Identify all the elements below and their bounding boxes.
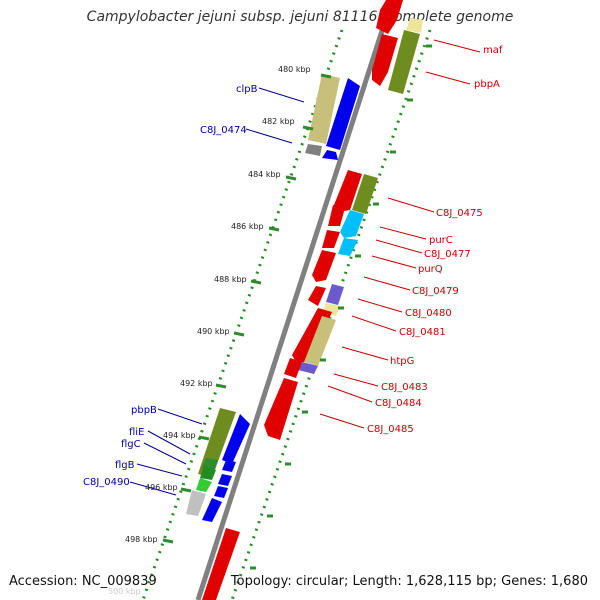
label-pbpA: pbpA [474, 79, 500, 90]
label-maf: maf [483, 45, 503, 56]
gene-C8J_0484[interactable] [284, 358, 302, 378]
gene-C8J_0483[interactable] [298, 362, 318, 374]
label-C8J_0474: C8J_0474 [200, 125, 247, 136]
gene-maf[interactable] [376, 0, 403, 34]
gene-pbpA[interactable] [388, 30, 420, 94]
gene-C8J_0474[interactable] [305, 144, 322, 156]
label-flgC: flgC [121, 439, 141, 450]
genome-backbone [195, 0, 395, 600]
gene-clpB[interactable] [308, 74, 340, 144]
scale-label: 480 kbp [278, 65, 311, 74]
right-labels: maf pbpA C8J_0475 purC C8J_0477 purQ C8J… [367, 45, 503, 435]
scale-label: 484 kbp [248, 170, 281, 179]
gene-purQ-blue[interactable] [338, 238, 358, 256]
gene-purC[interactable] [340, 210, 364, 238]
label-C8J_0477: C8J_0477 [424, 249, 471, 260]
gene-C8J_0480[interactable] [308, 286, 326, 306]
gene-small-blue-1[interactable] [222, 460, 236, 472]
reverse-strand-features [186, 74, 360, 522]
gene-C8J_0480-purple[interactable] [326, 284, 344, 305]
left-leaders [129, 87, 305, 496]
scale-labels: 480 kbp 482 kbp 484 kbp 486 kbp 488 kbp … [108, 65, 311, 596]
gene-htpG-yellow[interactable] [304, 316, 336, 366]
scale-label: 486 kbp [231, 222, 264, 231]
scale-label: 490 kbp [197, 327, 230, 336]
label-C8J_0483: C8J_0483 [381, 382, 428, 393]
label-fliE: fliE [129, 427, 144, 438]
scale-label: 488 kbp [214, 275, 247, 284]
label-C8J_0475: C8J_0475 [436, 208, 483, 219]
scale-ticks [162, 73, 332, 544]
forward-strand-features [202, 0, 423, 600]
label-C8J_0479: C8J_0479 [412, 286, 459, 297]
scale-label: 498 kbp [125, 535, 158, 544]
scale-track-left [141, 29, 344, 600]
left-labels: clpB C8J_0474 pbpB fliE flgC flgB C8J_04… [83, 84, 258, 488]
label-C8J_0490: C8J_0490 [83, 477, 130, 488]
gene-small-blue-3[interactable] [214, 486, 228, 498]
gene-C8J_0475[interactable] [334, 170, 362, 212]
label-purC: purC [429, 235, 453, 246]
scale-label: 496 kbp [145, 483, 178, 492]
gene-C8J_0490-blue[interactable] [202, 498, 222, 522]
label-purQ: purQ [418, 264, 443, 275]
label-C8J_0481: C8J_0481 [399, 327, 446, 338]
gene-purQ[interactable] [322, 230, 340, 248]
label-pbpB: pbpB [131, 405, 157, 416]
map-title: Campylobacter jejuni subsp. jejuni 81116… [86, 9, 514, 25]
gene-C8J_0477[interactable] [328, 205, 345, 226]
label-htpG: htpG [390, 356, 414, 367]
scale-label: 500 kbp [108, 587, 141, 596]
scale-label: 492 kbp [180, 379, 213, 388]
gene-C8J_0479[interactable] [312, 250, 336, 282]
label-clpB: clpB [236, 84, 258, 95]
scale-label: 482 kbp [262, 117, 295, 126]
gene-flgC[interactable] [200, 466, 216, 480]
scale-ticks-right [250, 44, 432, 570]
label-C8J_0485: C8J_0485 [367, 424, 414, 435]
gene-C8J_0485[interactable] [264, 378, 298, 440]
gene-pbpB-blue[interactable] [222, 414, 250, 464]
genome-info-text: Topology: circular; Length: 1,628,115 bp… [230, 574, 588, 589]
label-flgB: flgB [115, 460, 135, 471]
scale-label: 494 kbp [163, 431, 196, 440]
gene-C8J_0475-green[interactable] [352, 174, 378, 214]
gene-small-blue-2[interactable] [218, 474, 232, 486]
gene-maf-yellow[interactable] [406, 18, 423, 33]
gene-C8J_0490[interactable] [186, 490, 206, 516]
right-leaders [319, 39, 481, 429]
accession-text: Accession: NC_009839 [9, 574, 157, 589]
gene-C8J_0474-blue[interactable] [322, 150, 338, 160]
label-C8J_0484: C8J_0484 [375, 398, 422, 409]
gene-next-red[interactable] [202, 528, 240, 600]
gene-pbpA-red[interactable] [372, 34, 398, 86]
gene-flgB[interactable] [196, 478, 212, 492]
label-C8J_0480: C8J_0480 [405, 308, 452, 319]
gene-clpB-blue[interactable] [326, 78, 360, 150]
